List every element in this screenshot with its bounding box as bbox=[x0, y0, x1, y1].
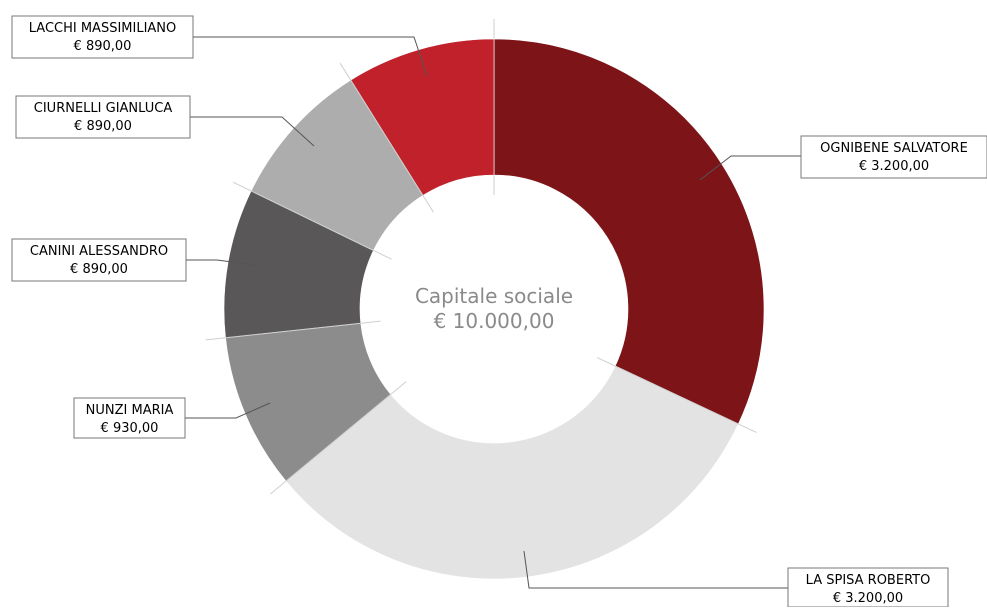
label-box bbox=[73, 397, 186, 439]
slice-label: OGNIBENE SALVATORE € 3.200,00 bbox=[800, 135, 987, 179]
slices-layer bbox=[205, 19, 765, 580]
slice-label: LACCHI MASSIMILIANO € 890,00 bbox=[11, 15, 194, 59]
leader-line bbox=[699, 155, 801, 181]
label-box bbox=[787, 567, 949, 608]
label-value: € 890,00 bbox=[70, 262, 128, 277]
slice-label: CIURNELLI GIANLUCA € 890,00 bbox=[15, 95, 191, 139]
slice-separator bbox=[232, 181, 392, 260]
center-title: Capitale sociale bbox=[415, 284, 573, 308]
leader-line bbox=[190, 116, 315, 147]
label-name: CANINI ALESSANDRO bbox=[30, 244, 168, 259]
label-value: € 3.200,00 bbox=[859, 159, 929, 174]
label-box bbox=[11, 238, 187, 282]
label-box bbox=[15, 95, 191, 139]
label-name: NUNZI MARIA bbox=[86, 403, 174, 418]
slice-separator bbox=[270, 381, 407, 495]
label-box bbox=[11, 15, 194, 59]
slice-separator bbox=[339, 62, 434, 213]
leader-layer bbox=[185, 36, 801, 589]
center-value: € 10.000,00 bbox=[434, 309, 555, 333]
slice-label: LA SPISA ROBERTO € 3.200,00 bbox=[787, 567, 949, 608]
slice-label: NUNZI MARIA € 930,00 bbox=[73, 397, 186, 439]
slice-separator bbox=[205, 320, 381, 341]
label-box bbox=[800, 135, 987, 179]
leader-line bbox=[193, 36, 428, 77]
label-value: € 3.200,00 bbox=[833, 591, 903, 606]
label-name: LACCHI MASSIMILIANO bbox=[29, 21, 177, 36]
leader-line bbox=[523, 550, 788, 589]
label-value: € 890,00 bbox=[74, 119, 132, 134]
leader-line bbox=[186, 259, 256, 266]
leader-line bbox=[185, 402, 271, 419]
donut-slice bbox=[350, 38, 495, 196]
label-name: OGNIBENE SALVATORE bbox=[820, 141, 968, 156]
slice-label: CANINI ALESSANDRO € 890,00 bbox=[11, 238, 187, 282]
donut-slice bbox=[493, 38, 765, 425]
label-name: CIURNELLI GIANLUCA bbox=[34, 101, 173, 116]
donut-slice bbox=[285, 365, 739, 580]
label-value: € 930,00 bbox=[101, 421, 159, 436]
slice-separator bbox=[596, 357, 757, 433]
label-value: € 890,00 bbox=[74, 39, 132, 54]
label-name: LA SPISA ROBERTO bbox=[806, 573, 931, 588]
